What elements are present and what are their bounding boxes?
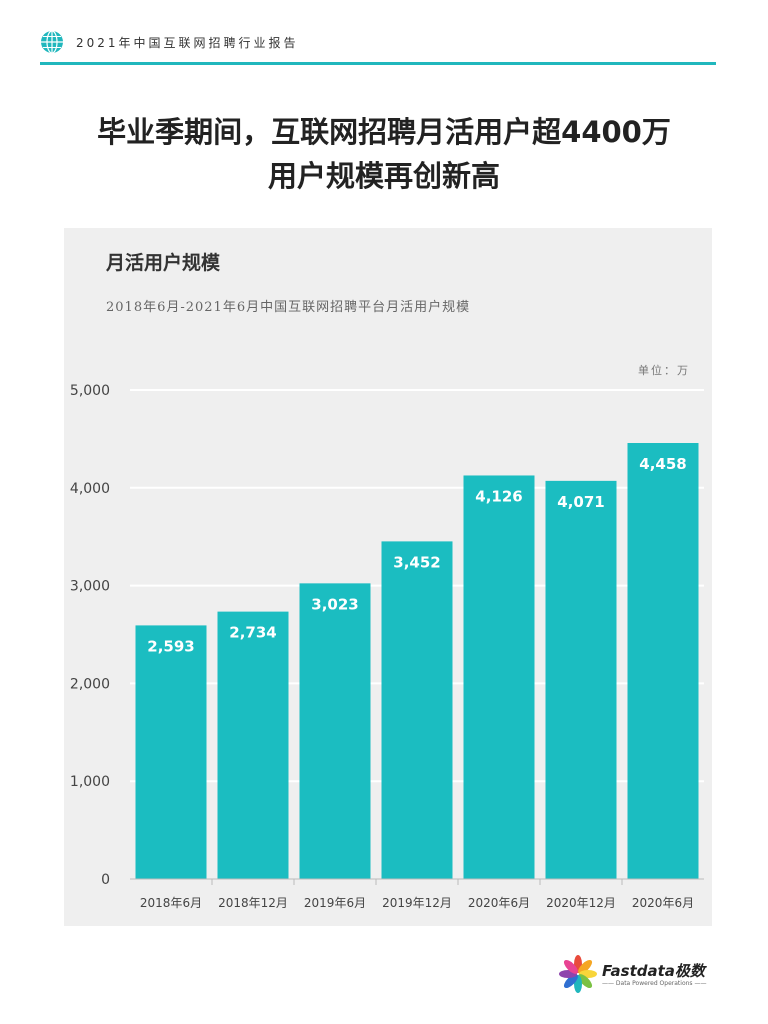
- y-tick-label: 5,000: [70, 383, 110, 399]
- fastdata-logo: Fastdata极数 —— Data Powered Operations ——: [558, 954, 728, 996]
- y-tick-label: 3,000: [70, 579, 110, 595]
- header-divider: [40, 62, 716, 65]
- x-tick-label: 2020年6月: [632, 896, 694, 910]
- bar-value-label: 2,593: [147, 637, 194, 655]
- bar-chart: 0 1,000 2,000 3,000 4,000 5,000 2,593 2018年6月 2,…: [70, 383, 704, 910]
- report-title: 2021年中国互联网招聘行业报告: [76, 36, 299, 50]
- bar: [299, 583, 371, 879]
- bar: [463, 475, 535, 879]
- bar-value-label: 2,734: [229, 624, 276, 642]
- unit-label: 单位：万: [638, 364, 690, 377]
- chart-panel: 月活用户规模 2018年6月-2021年6月中国互联网招聘平台月活用户规模 单位…: [64, 228, 712, 926]
- headline-line-1: 毕业季期间，互联网招聘月活用户超4400万: [97, 115, 671, 149]
- bar-value-label: 3,452: [393, 553, 440, 571]
- bar: [627, 443, 699, 879]
- bar-value-label: 3,023: [311, 595, 358, 613]
- globe-icon: [41, 30, 63, 54]
- chart-subtitle: 2018年6月-2021年6月中国互联网招聘平台月活用户规模: [106, 300, 471, 315]
- x-tick-label: 2018年6月: [140, 896, 202, 910]
- x-tick-label: 2020年6月: [468, 896, 530, 910]
- pinwheel-logo-icon: [559, 955, 597, 993]
- x-tick-label: 2019年6月: [304, 896, 366, 910]
- logo-tagline: —— Data Powered Operations ——: [602, 980, 707, 987]
- y-tick-label: 0: [101, 872, 110, 888]
- logo-name: Fastdata极数: [602, 962, 705, 980]
- headline-line-2: 用户规模再创新高: [267, 159, 500, 193]
- chart-title: 月活用户规模: [106, 252, 221, 274]
- bar: [135, 625, 207, 879]
- y-tick-label: 4,000: [70, 481, 110, 497]
- bar: [381, 541, 453, 879]
- bar: [545, 480, 617, 879]
- bar-value-label: 4,126: [475, 487, 522, 505]
- bar-value-label: 4,458: [639, 455, 686, 473]
- page-headline: 毕业季期间，互联网招聘月活用户超4400万 用户规模再创新高: [0, 110, 768, 198]
- x-tick-label: 2018年12月: [218, 896, 288, 910]
- y-tick-label: 1,000: [70, 774, 110, 790]
- bar: [217, 611, 289, 879]
- x-tick-label: 2020年12月: [546, 896, 616, 910]
- y-tick-label: 2,000: [70, 676, 110, 692]
- x-tick-label: 2019年12月: [382, 896, 452, 910]
- bar-value-label: 4,071: [557, 493, 604, 511]
- report-header: 2021年中国互联网招聘行业报告: [40, 28, 716, 65]
